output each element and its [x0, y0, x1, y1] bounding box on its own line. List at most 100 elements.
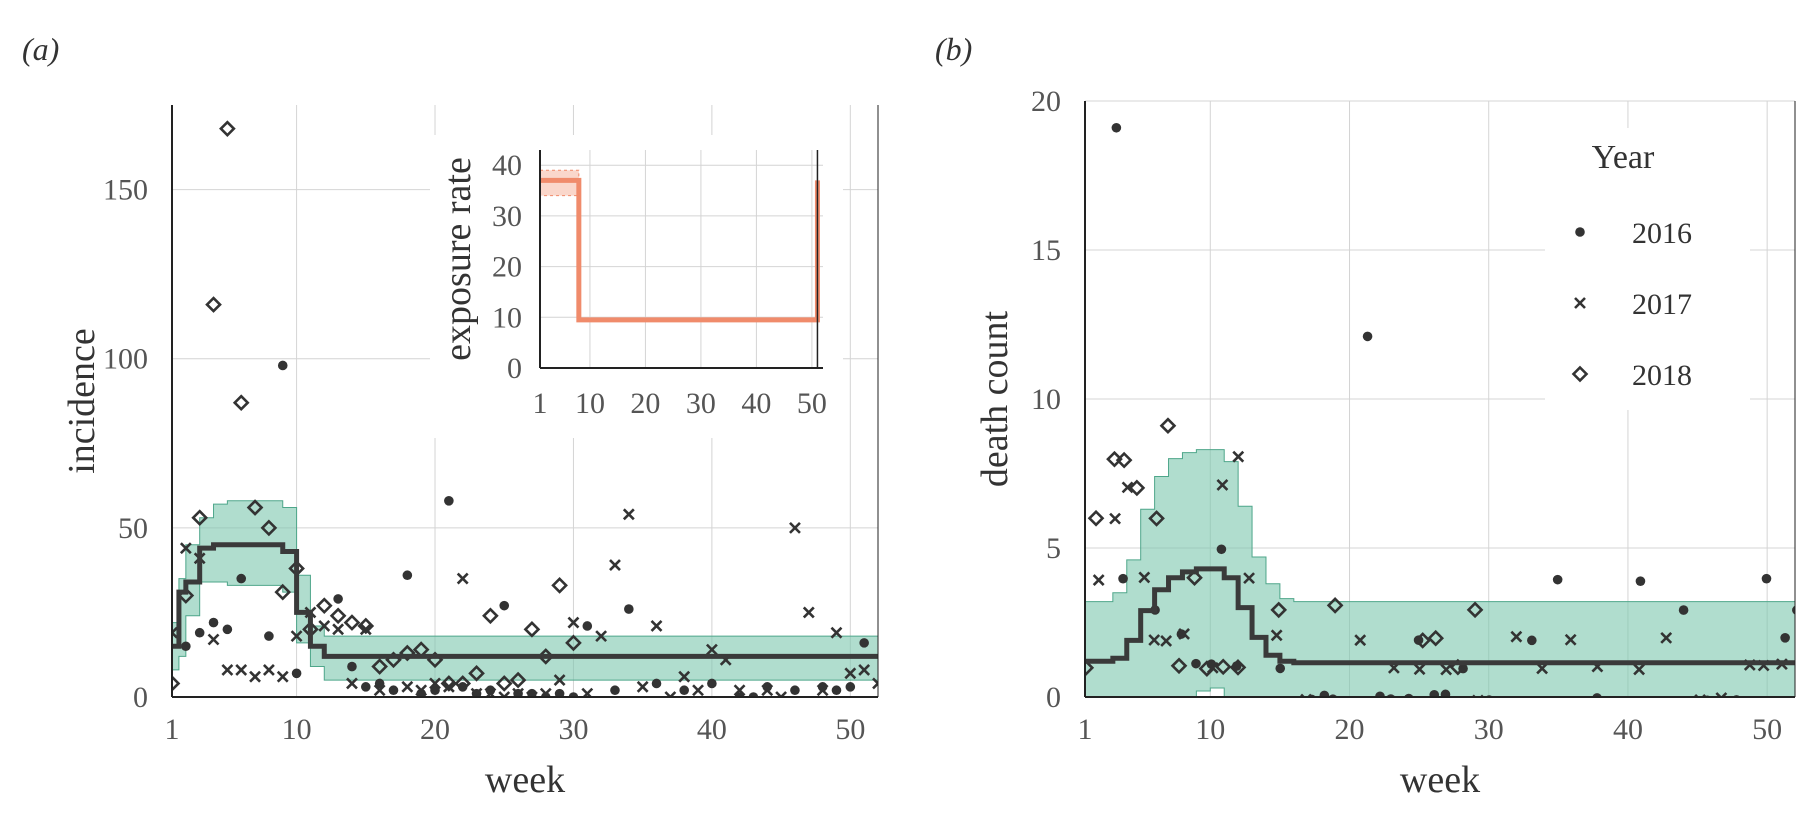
point-2018 [1087, 509, 1105, 527]
point-2016 [291, 668, 302, 679]
inset-x-tick-label: 50 [797, 387, 827, 420]
point-2018 [1427, 629, 1445, 647]
point-2017 [1715, 692, 1728, 697]
legend-label: 2017 [1632, 288, 1692, 321]
point-2016 [1111, 122, 1122, 133]
inset-y-tick-label: 30 [492, 200, 522, 233]
y-axis-title: incidence [61, 328, 103, 474]
point-2016 [679, 685, 689, 696]
point-2017 [235, 664, 248, 676]
point-2017 [1660, 631, 1673, 644]
y-tick-label: 150 [103, 174, 148, 207]
point-2018 [482, 607, 499, 625]
legend-label: 2016 [1632, 217, 1692, 250]
x-axis-title: week [1400, 759, 1480, 801]
point-2018 [274, 583, 292, 601]
point-2017 [442, 680, 455, 693]
legend-label: 2018 [1632, 359, 1692, 392]
point-2017 [1216, 479, 1229, 491]
point-2017 [1633, 663, 1646, 676]
inset-x-tick-label: 1 [533, 387, 548, 420]
point-2018 [1106, 450, 1123, 468]
point-2017 [290, 630, 303, 643]
inset-band [539, 169, 580, 197]
point-2018 [440, 675, 458, 692]
point-2017 [761, 684, 774, 697]
point-2016 [1792, 605, 1795, 615]
inset-y-tick-label: 20 [492, 251, 522, 284]
point-2018 [232, 394, 250, 412]
point-2016 [236, 573, 247, 584]
point-2016 [499, 600, 510, 611]
point-2018 [1214, 658, 1232, 676]
point-2017 [830, 626, 843, 639]
point-2017 [318, 620, 331, 632]
y-tick-label: 0 [1046, 681, 1061, 714]
point-2016 [1635, 576, 1646, 586]
point-2016 [582, 621, 593, 631]
point-2017 [733, 684, 746, 697]
point-2018 [1115, 451, 1133, 469]
inset-chart: 1 10 20 30 40 50 0 10 20 30 40 exposure rate [430, 135, 843, 438]
point-2016 [388, 685, 399, 696]
y-tick-label: 50 [118, 512, 148, 545]
point-2016 [624, 604, 634, 614]
point-2017 [664, 691, 677, 697]
point-2018 [565, 634, 582, 652]
point-2016 [1440, 689, 1451, 697]
point-2017 [1178, 628, 1190, 640]
x-tick-label: 30 [558, 713, 588, 746]
point-2016 [1191, 658, 1201, 669]
point-2017 [802, 606, 815, 619]
point-2017 [872, 677, 878, 690]
panel-label: (a) [22, 31, 59, 67]
point-2018 [343, 614, 361, 631]
point-2017 [595, 630, 608, 643]
point-2016 [277, 360, 288, 371]
point-2017 [359, 623, 372, 636]
point-2016 [1761, 573, 1772, 584]
inset-x-tick-label: 20 [630, 387, 660, 420]
point-2016 [222, 624, 233, 635]
fit-line [1085, 566, 1795, 666]
legend-title: Year [1592, 139, 1655, 176]
point-2017 [622, 508, 635, 521]
point-2017 [1121, 481, 1134, 494]
inset-y-tick-label: 0 [507, 352, 522, 385]
point-2017 [1138, 571, 1151, 584]
inset-x-tick-label: 40 [741, 387, 771, 420]
inset-x-tick-label: 30 [686, 387, 716, 420]
x-tick-label: 50 [835, 713, 865, 746]
point-2016 [181, 641, 191, 652]
x-tick-label: 50 [1752, 713, 1782, 746]
point-2018 [172, 675, 181, 692]
point-2017 [207, 633, 220, 646]
y-tick-label: 5 [1046, 532, 1061, 565]
point-2017 [1413, 663, 1426, 676]
point-2018 [1466, 601, 1484, 619]
point-2016 [1362, 331, 1373, 342]
point-2016 [208, 617, 219, 628]
point-2017 [705, 643, 718, 656]
point-2016 [610, 685, 620, 696]
point-2016 [1429, 689, 1440, 697]
point-2017 [429, 677, 441, 690]
point-2017 [567, 616, 580, 629]
point-2017 [249, 670, 261, 683]
point-2017 [456, 572, 469, 585]
point-2018 [1148, 510, 1165, 527]
point-2017 [346, 677, 358, 690]
legend-marker-2017 [1574, 297, 1586, 309]
point-2018 [1414, 632, 1432, 649]
inset-y-tick-label: 10 [492, 301, 522, 334]
point-2016 [194, 627, 205, 638]
point-2018 [1186, 569, 1203, 587]
plot-area [172, 120, 878, 697]
point-2018 [454, 675, 472, 692]
point-2018 [1270, 601, 1288, 619]
point-2018 [329, 607, 347, 625]
point-2017 [692, 684, 704, 697]
point-2016 [1404, 693, 1414, 697]
point-2017 [553, 674, 566, 687]
point-2016 [748, 692, 759, 697]
